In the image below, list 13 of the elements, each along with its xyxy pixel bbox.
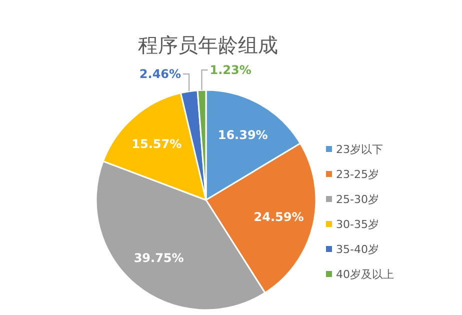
- legend-label: 23-25岁: [336, 168, 379, 181]
- legend-label: 40岁及以上: [336, 268, 394, 281]
- legend-label: 35-40岁: [336, 243, 379, 256]
- data-label: 15.57%: [132, 136, 182, 151]
- data-label: 2.46%: [139, 67, 182, 81]
- legend-label: 23岁以下: [336, 143, 383, 156]
- legend-label: 30-35岁: [336, 218, 379, 231]
- legend-label: 25-30岁: [336, 193, 379, 206]
- data-label: 24.59%: [254, 210, 304, 224]
- chart-title: 程序员年龄组成: [138, 33, 278, 57]
- data-label: 1.23%: [210, 63, 252, 77]
- data-label: 16.39%: [218, 128, 268, 142]
- data-label: 39.75%: [134, 251, 184, 266]
